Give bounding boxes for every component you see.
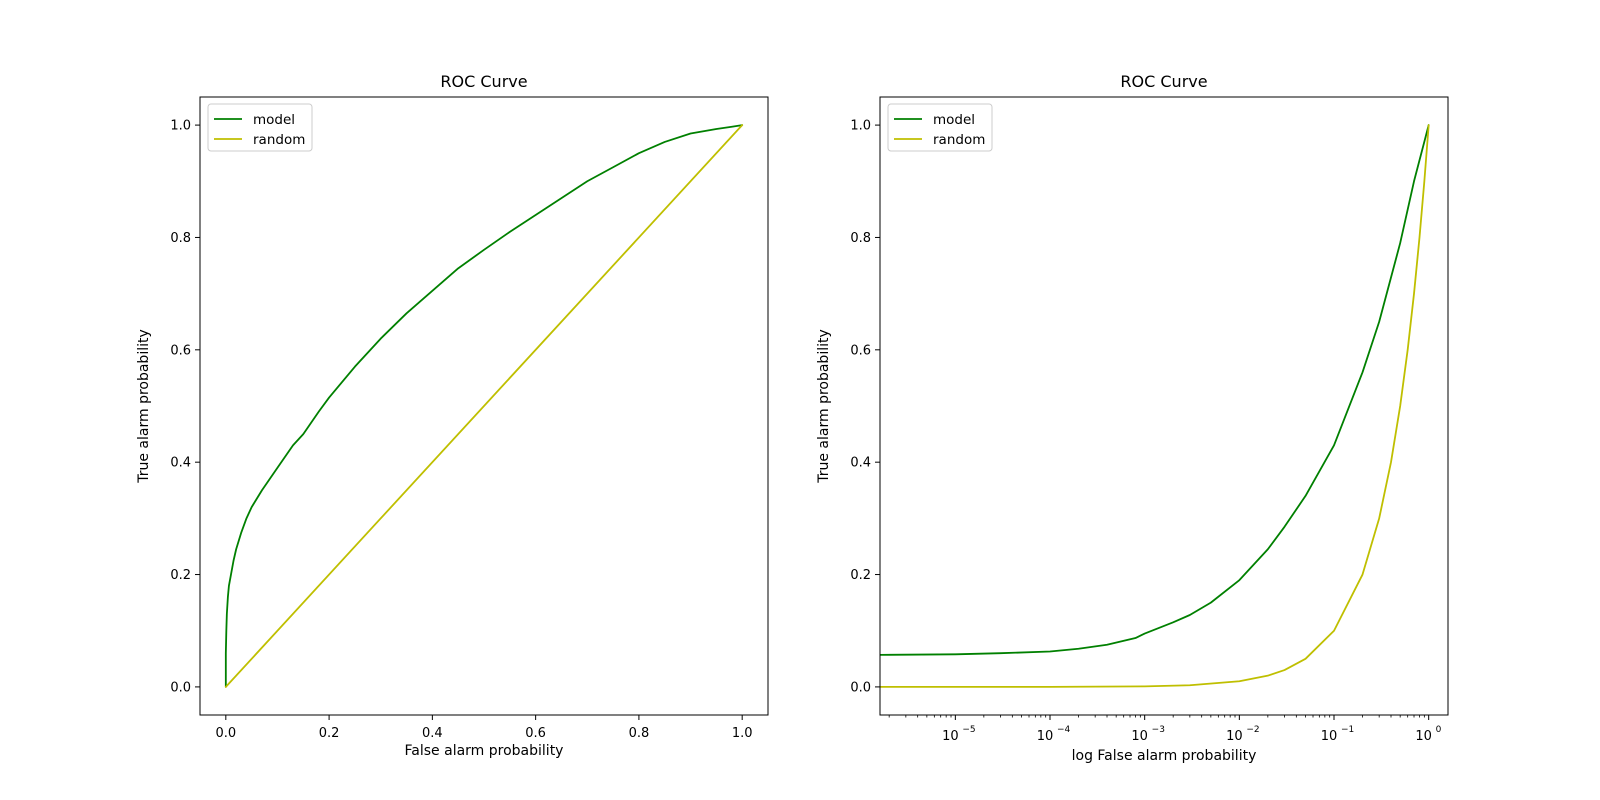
x-tick-label: 10: [1415, 729, 1432, 744]
series-group: [224, 124, 744, 688]
x-tick-label: 10: [942, 729, 959, 744]
x-tick-label: 10: [1037, 729, 1054, 744]
x-tick-label: 0.6: [525, 726, 546, 741]
y-axis-label: True alarm probability: [136, 329, 152, 484]
x-tick-label-exponent: −5: [962, 725, 975, 735]
x-tick-label: 0.2: [319, 726, 340, 741]
y-tick-label: 0.2: [170, 568, 191, 583]
series-line-model: [224, 124, 744, 688]
y-axis-label: True alarm probability: [816, 329, 832, 484]
legend-label-model: model: [253, 112, 295, 128]
chart-1: 0.0 0.2 0.4 0.6 0.8 1.0 0.0 0.2 0.4 0.6 0.8 1.0 ROC …: [136, 72, 769, 759]
x-tick-label: 0.0: [215, 726, 236, 741]
y-tick-label: 0.4: [170, 456, 191, 471]
x-tick-label: 10: [1226, 729, 1243, 744]
series-line-model: [880, 124, 1430, 656]
x-tick-label-exponent: −4: [1057, 725, 1071, 735]
x-tick-label-exponent: −1: [1341, 725, 1354, 735]
series-line-random: [880, 124, 1430, 688]
x-tick-label: 0.8: [629, 726, 650, 741]
series-group: [880, 124, 1430, 688]
x-tick-label-exponent: −2: [1246, 725, 1259, 735]
legend: model random: [887, 103, 993, 152]
chart-title: ROC Curve: [440, 72, 527, 91]
x-tick-label: 10: [1131, 729, 1148, 744]
y-tick-label: 0.8: [170, 231, 191, 246]
chart-title: ROC Curve: [1120, 72, 1207, 91]
x-tick-label: 10: [1321, 729, 1338, 744]
y-tick-label: 1.0: [170, 119, 191, 134]
legend-label-random: random: [253, 132, 305, 148]
y-tick-label: 0.6: [850, 343, 871, 358]
y-tick-label: 0.6: [170, 343, 191, 358]
y-tick-label: 1.0: [850, 119, 871, 134]
x-axis-label: log False alarm probability: [1072, 748, 1257, 764]
legend-label-random: random: [933, 132, 985, 148]
y-tick-label: 0.0: [170, 680, 191, 695]
axes-frame: [199, 96, 769, 716]
y-tick-label: 0.2: [850, 568, 871, 583]
series-line-random: [224, 124, 744, 688]
legend: model random: [207, 103, 313, 152]
y-tick-label: 0.4: [850, 456, 871, 471]
chart-2: 10 −5 10 −4 10 −3 10 −2 10 −1 10 00.00.20.40.60.81.…: [816, 72, 1449, 764]
y-tick-label: 0.8: [850, 231, 871, 246]
y-tick-label: 0.0: [850, 680, 871, 695]
axes-frame: [879, 96, 1449, 716]
x-tick-label-exponent: 0: [1436, 725, 1442, 735]
legend-label-model: model: [933, 112, 975, 128]
x-axis-label: False alarm probability: [405, 743, 564, 759]
x-tick-label: 1.0: [732, 726, 753, 741]
x-tick-label-exponent: −3: [1152, 725, 1165, 735]
x-tick-label: 0.4: [422, 726, 443, 741]
